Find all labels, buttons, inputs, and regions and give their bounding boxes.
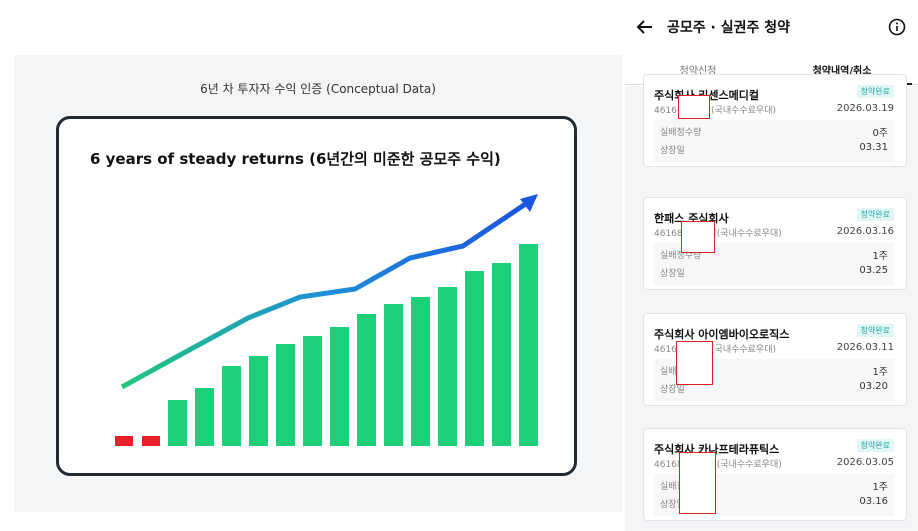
order-date: 2026.03.05 (836, 457, 894, 468)
listing-date: 03.20 (859, 381, 888, 392)
order-card[interactable]: 주식회사 아이엠바이오로직스 청약완료 4616-01 위탁(국내수수료우대) 202… (643, 313, 907, 406)
order-card[interactable]: 한패스 주식회사 청약완료 46168-01 위탁(국내수수료우대) 2026.03.… (643, 197, 907, 290)
status-badge: 청약완료 (856, 324, 894, 337)
label: 상장일 (660, 269, 685, 279)
listing-date: 03.25 (859, 265, 888, 276)
label: 실배정수량 (660, 128, 702, 138)
allocated-qty: 1주 (872, 251, 888, 262)
illustration (115, 194, 538, 446)
account: 4616-01 위탁(국내수수료우대) (654, 106, 777, 116)
company-name: 주식회사 아이엠바이오로직스 (654, 328, 790, 341)
status-badge: 청약완료 (856, 439, 894, 452)
red-bars (115, 436, 160, 446)
status-badge: 청약완료 (856, 208, 894, 221)
label: 실배정수량 (660, 251, 702, 261)
redaction-box (676, 341, 713, 385)
account: 4616-01 위탁(국내수수료우대) (654, 345, 777, 355)
tab[interactable]: 청약신청 (679, 66, 717, 77)
company-name: 주식회사 카나프테라퓨틱스 (654, 443, 780, 456)
arrow-head (520, 194, 538, 212)
app-header (625, 0, 918, 55)
status-badge: 청약완료 (856, 85, 894, 98)
order-card[interactable]: 주식회사 카나프테라퓨틱스 청약완료 46168-01 위탁(국내수수료우대) 202… (643, 428, 907, 521)
redaction-box (681, 221, 715, 253)
redaction-box (679, 452, 716, 514)
header-title: 공모주 · 실권주 청약 (667, 20, 790, 36)
listing-date: 03.16 (859, 496, 888, 507)
order-date: 2026.03.11 (836, 342, 894, 353)
listing-date: 03.31 (859, 142, 888, 153)
tab-active[interactable]: 청약내역/취소 (812, 66, 872, 77)
back-button[interactable] (636, 18, 654, 36)
label: 상장일 (660, 146, 685, 156)
redaction-box (678, 95, 710, 119)
allocated-qty: 1주 (872, 482, 888, 493)
order-date: 2026.03.19 (836, 103, 894, 114)
info-button[interactable] (888, 18, 906, 36)
label: 상장일 (660, 500, 685, 510)
allocated-qty: 0주 (872, 128, 888, 139)
label: 상장일 (660, 385, 685, 395)
trend-line (120, 200, 529, 390)
account: 46168-01 위탁(국내수수료우대) (654, 460, 782, 470)
account: 46168-01 위탁(국내수수료우대) (654, 229, 782, 239)
green-bars (168, 244, 538, 446)
order-card[interactable]: 주식회사 리센스메디컬 청약완료 4616-01 위탁(국내수수료우대) 2026.0… (643, 74, 907, 167)
allocated-qty: 1주 (872, 367, 888, 378)
chart-heading: 6 years of steady returns (6년간의 미준한 공모주 … (90, 150, 501, 168)
image-title: 6년 차 투자자 수익 인증 (Conceptual Data) (200, 82, 436, 96)
order-date: 2026.03.16 (836, 226, 894, 237)
